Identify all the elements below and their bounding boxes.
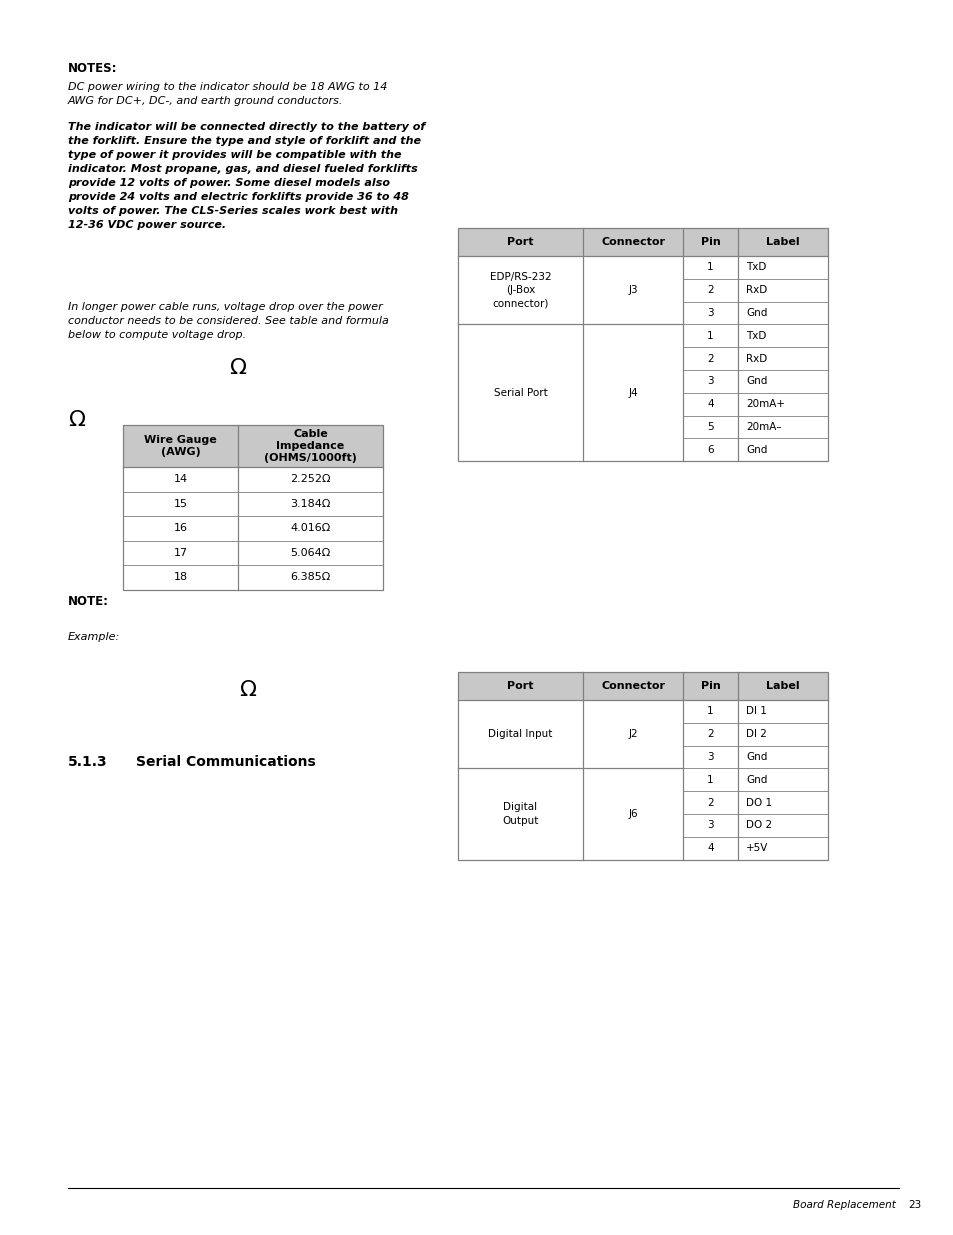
FancyBboxPatch shape bbox=[123, 425, 382, 467]
Text: Serial Communications: Serial Communications bbox=[136, 755, 315, 769]
Text: DC power wiring to the indicator should be 18 AWG to 14
AWG for DC+, DC-, and ea: DC power wiring to the indicator should … bbox=[68, 82, 387, 106]
Text: DO 1: DO 1 bbox=[745, 798, 771, 808]
Text: +5V: +5V bbox=[745, 844, 767, 853]
Text: 2: 2 bbox=[706, 353, 713, 363]
Text: 5: 5 bbox=[706, 422, 713, 432]
Text: 3: 3 bbox=[706, 820, 713, 830]
Text: 6: 6 bbox=[706, 445, 713, 454]
Text: Gnd: Gnd bbox=[745, 774, 766, 784]
Text: J3: J3 bbox=[627, 285, 638, 295]
Text: 3: 3 bbox=[706, 308, 713, 317]
Text: 1: 1 bbox=[706, 774, 713, 784]
Text: The indicator will be connected directly to the battery of
the forklift. Ensure : The indicator will be connected directly… bbox=[68, 122, 425, 230]
Text: Label: Label bbox=[765, 237, 799, 247]
Text: 6.385Ω: 6.385Ω bbox=[290, 572, 331, 582]
Text: 4: 4 bbox=[706, 399, 713, 409]
Text: 17: 17 bbox=[173, 548, 188, 558]
Text: 3.184Ω: 3.184Ω bbox=[290, 499, 331, 509]
Text: DO 2: DO 2 bbox=[745, 820, 771, 830]
Text: 15: 15 bbox=[173, 499, 188, 509]
Text: 5.1.3: 5.1.3 bbox=[68, 755, 108, 769]
Text: 3: 3 bbox=[706, 752, 713, 762]
Text: RxD: RxD bbox=[745, 353, 766, 363]
Text: 4: 4 bbox=[706, 844, 713, 853]
Text: 2: 2 bbox=[706, 729, 713, 740]
Text: Board Replacement: Board Replacement bbox=[792, 1200, 895, 1210]
Text: In longer power cable runs, voltage drop over the power
conductor needs to be co: In longer power cable runs, voltage drop… bbox=[68, 303, 389, 340]
Text: Ω: Ω bbox=[68, 410, 85, 430]
Text: Pin: Pin bbox=[700, 680, 720, 692]
Text: DI 1: DI 1 bbox=[745, 706, 766, 716]
Text: Digital
Output: Digital Output bbox=[502, 803, 538, 826]
Text: 16: 16 bbox=[173, 524, 188, 534]
Text: 2: 2 bbox=[706, 798, 713, 808]
Text: NOTE:: NOTE: bbox=[68, 595, 109, 608]
Text: 1: 1 bbox=[706, 262, 713, 273]
Text: Wire Gauge
(AWG): Wire Gauge (AWG) bbox=[144, 435, 216, 457]
Text: Connector: Connector bbox=[600, 680, 664, 692]
Text: Label: Label bbox=[765, 680, 799, 692]
Text: Ω: Ω bbox=[239, 680, 256, 700]
Text: EDP/RS-232
(J-Box
connector): EDP/RS-232 (J-Box connector) bbox=[489, 272, 551, 309]
Text: 20mA+: 20mA+ bbox=[745, 399, 784, 409]
Text: J2: J2 bbox=[627, 729, 638, 740]
Text: 4.016Ω: 4.016Ω bbox=[290, 524, 331, 534]
Text: DI 2: DI 2 bbox=[745, 729, 766, 740]
FancyBboxPatch shape bbox=[457, 672, 827, 700]
Text: Gnd: Gnd bbox=[745, 308, 766, 317]
Text: Pin: Pin bbox=[700, 237, 720, 247]
Text: J4: J4 bbox=[627, 388, 638, 398]
Text: J6: J6 bbox=[627, 809, 638, 819]
Text: 1: 1 bbox=[706, 706, 713, 716]
Text: Gnd: Gnd bbox=[745, 445, 766, 454]
Text: Connector: Connector bbox=[600, 237, 664, 247]
Text: 5.064Ω: 5.064Ω bbox=[290, 548, 331, 558]
Text: Port: Port bbox=[507, 237, 533, 247]
Text: Serial Port: Serial Port bbox=[493, 388, 547, 398]
Text: 20mA–: 20mA– bbox=[745, 422, 781, 432]
Text: 1: 1 bbox=[706, 331, 713, 341]
Text: 3: 3 bbox=[706, 377, 713, 387]
Text: 14: 14 bbox=[173, 474, 188, 484]
Text: RxD: RxD bbox=[745, 285, 766, 295]
Text: 18: 18 bbox=[173, 572, 188, 582]
Text: NOTES:: NOTES: bbox=[68, 62, 117, 75]
Text: 2: 2 bbox=[706, 285, 713, 295]
FancyBboxPatch shape bbox=[457, 228, 827, 256]
Text: Ω: Ω bbox=[230, 358, 246, 378]
Text: 23: 23 bbox=[908, 1200, 921, 1210]
Text: Cable
Impedance
(OHMS/1000ft): Cable Impedance (OHMS/1000ft) bbox=[264, 429, 356, 463]
Text: Port: Port bbox=[507, 680, 533, 692]
Text: 2.252Ω: 2.252Ω bbox=[290, 474, 331, 484]
Text: Gnd: Gnd bbox=[745, 377, 766, 387]
Text: TxD: TxD bbox=[745, 262, 765, 273]
Text: TxD: TxD bbox=[745, 331, 765, 341]
Text: Example:: Example: bbox=[68, 632, 120, 642]
Text: Digital Input: Digital Input bbox=[488, 729, 552, 740]
Text: Gnd: Gnd bbox=[745, 752, 766, 762]
